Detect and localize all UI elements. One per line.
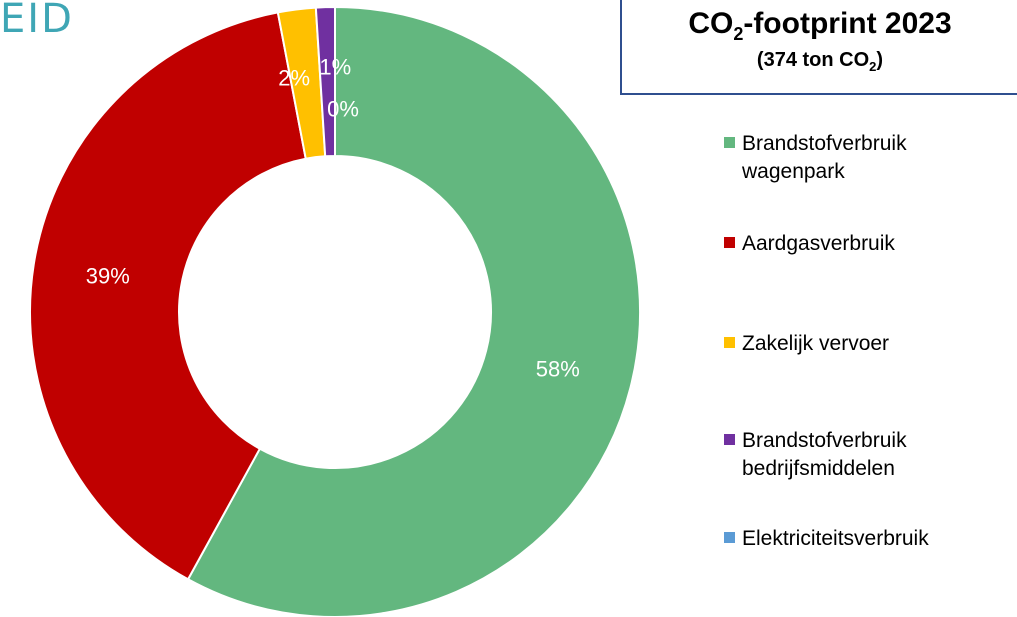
logo-text: EID: [0, 0, 74, 42]
slice-label-2: 2%: [278, 65, 310, 90]
chart-subtitle: (374 ton CO2): [756, 49, 884, 74]
chart-slices: [29, 5, 641, 617]
slice-label-3: 1%: [319, 55, 351, 80]
slice-1: [29, 11, 307, 581]
legend-label-line: Aardgasverbruik: [742, 232, 895, 255]
legend-label-line: bedrijfsmiddelen: [742, 457, 895, 480]
slice-label-4: 0%: [327, 97, 359, 122]
slice-0: [186, 5, 641, 617]
slice-3: [314, 5, 336, 158]
legend-swatch: [724, 137, 735, 148]
slice-label-0: 58%: [536, 357, 580, 382]
legend-label: Brandstofverbruik bedrijfsmiddelen: [742, 427, 907, 483]
legend-label: Aardgasverbruik: [742, 230, 895, 258]
legend-label-line: Brandstofverbruik: [742, 132, 907, 155]
legend-label: Brandstofverbruik wagenpark: [742, 130, 907, 186]
legend-swatch: [724, 434, 735, 445]
legend-label: Zakelijk vervoer: [742, 330, 889, 358]
chart-title-box: CO2-footprint 2023 (374 ton CO2): [620, 0, 1017, 95]
legend-label-line: wagenpark: [742, 160, 845, 183]
chart-slice-labels: 58% 39% 2% 1% 0%: [86, 55, 580, 382]
legend-label-line: Zakelijk vervoer: [742, 332, 890, 355]
legend-swatch: [724, 337, 735, 348]
chart-title: CO2-footprint 2023: [688, 7, 952, 44]
slice-label-1: 39%: [86, 264, 130, 289]
legend-swatch: [724, 532, 735, 543]
legend-swatch: [724, 237, 735, 248]
legend-label: Elektriciteitsverbruik: [742, 525, 929, 553]
legend-label-line: Brandstofverbruik: [742, 429, 907, 452]
legend-label-line: Elektriciteitsverbruik: [742, 527, 929, 550]
